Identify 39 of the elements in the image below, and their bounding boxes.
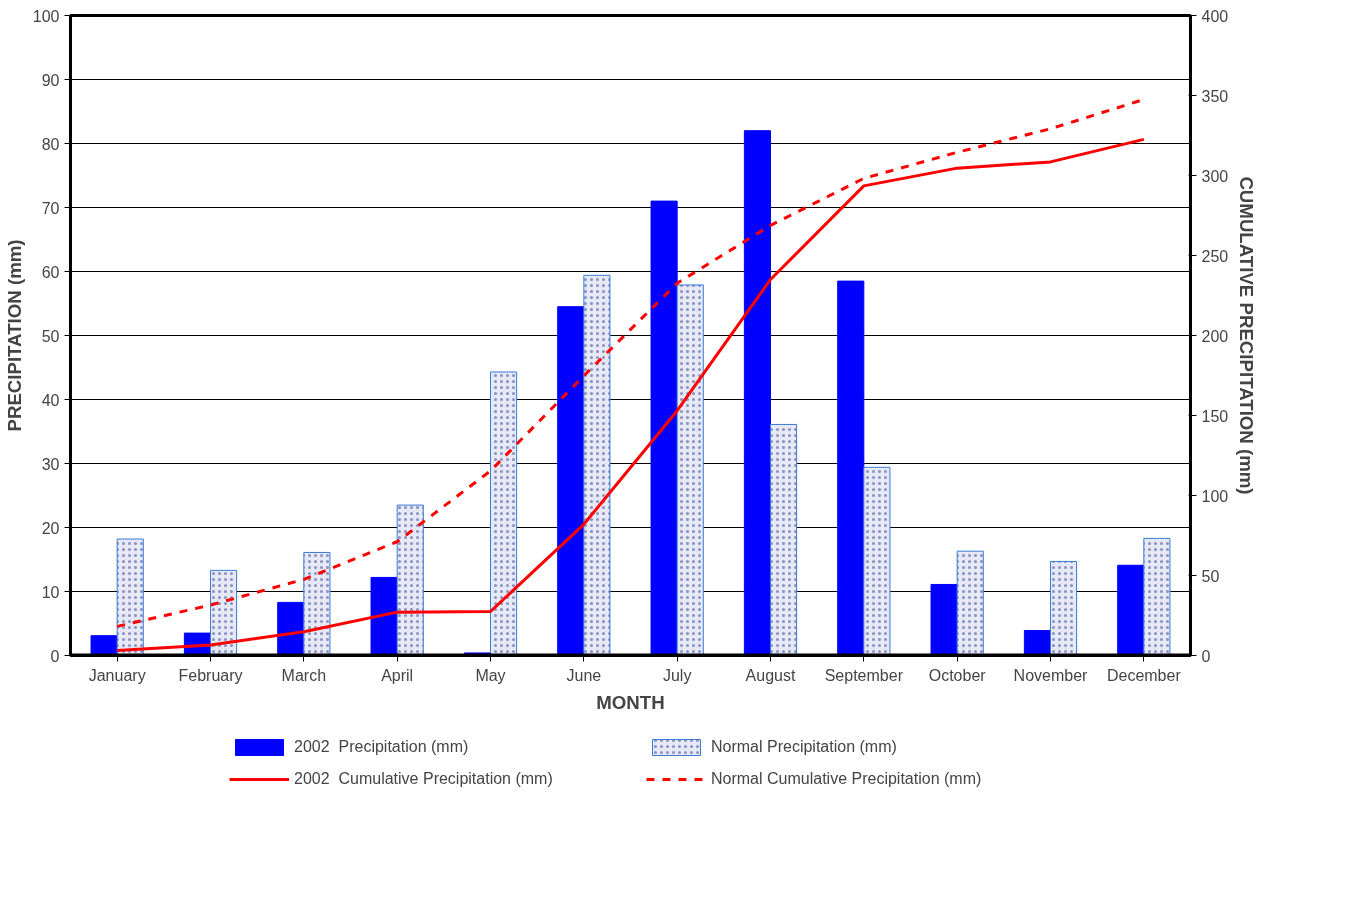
- y-tick-label: 20: [41, 519, 60, 537]
- y2-axis-title: CUMULATIVE PRECIPITATION (mm): [1236, 176, 1258, 495]
- y2-tick-label: 250: [1201, 247, 1229, 265]
- y2-tick-label: 350: [1201, 87, 1229, 105]
- legend-label: Normal Precipitation (mm): [711, 737, 898, 756]
- y-tick-label: 70: [41, 199, 60, 217]
- x-tick-label: December: [1106, 666, 1182, 684]
- y-tick-label: 100: [32, 7, 60, 25]
- x-tick-label: March: [281, 666, 327, 684]
- x-tick-label: May: [475, 666, 506, 684]
- x-tick-label: January: [88, 666, 146, 684]
- legend-label: 2002 Precipitation (mm): [294, 737, 470, 756]
- legend-label: 2002 Cumulative Precipitation (mm): [294, 769, 554, 788]
- y2-tick-label: 400: [1201, 7, 1229, 25]
- y-tick-label: 30: [41, 455, 60, 473]
- y-tick-label: 90: [41, 71, 60, 89]
- x-tick-label: August: [745, 666, 796, 684]
- y-axis-title: PRECIPITATION (mm): [3, 239, 25, 432]
- y-tick-label: 10: [41, 583, 60, 601]
- y-tick-label: 60: [41, 263, 60, 281]
- y2-tick-label: 100: [1201, 487, 1229, 505]
- x-axis-title: MONTH: [596, 691, 665, 713]
- legend-label: Normal Cumulative Precipitation (mm): [711, 769, 983, 788]
- y-tick-label: 0: [50, 647, 60, 665]
- y2-tick-label: 150: [1201, 407, 1229, 425]
- y2-tick-label: 300: [1201, 167, 1229, 185]
- y-tick-label: 80: [41, 135, 60, 153]
- x-tick-label: November: [1013, 666, 1089, 684]
- y-tick-label: 50: [41, 327, 60, 345]
- x-tick-label: September: [824, 666, 904, 684]
- x-tick-label: June: [566, 666, 602, 684]
- x-tick-label: October: [928, 666, 987, 684]
- y-tick-label: 40: [41, 391, 60, 409]
- x-tick-label: February: [178, 666, 243, 684]
- x-tick-label: April: [381, 666, 414, 684]
- y2-tick-label: 200: [1201, 327, 1229, 345]
- x-tick-label: July: [662, 666, 692, 684]
- y2-tick-label: 0: [1201, 647, 1211, 665]
- y2-tick-label: 50: [1201, 567, 1220, 585]
